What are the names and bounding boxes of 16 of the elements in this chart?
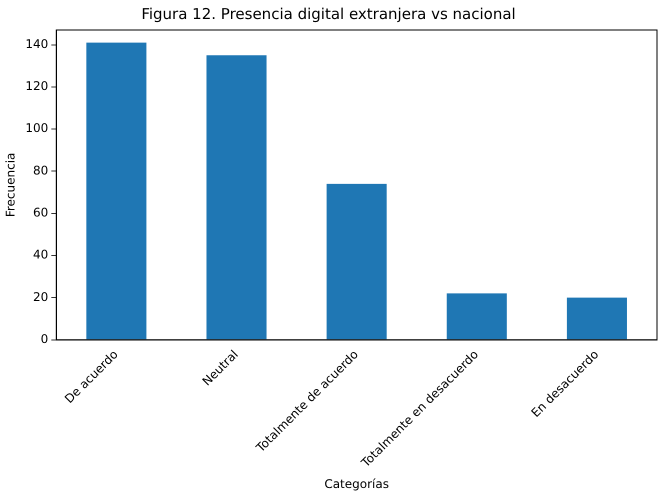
y-tick-label: 20 [33, 290, 48, 304]
bar [86, 42, 146, 340]
bar [566, 298, 627, 340]
bar [446, 293, 507, 340]
y-tick-label: 60 [33, 205, 48, 220]
y-tick-label: 80 [33, 163, 48, 178]
chart-title: Figura 12. Presencia digital extranjera vs nacional [141, 4, 516, 23]
bar [326, 184, 387, 340]
y-tick-label: 100 [25, 121, 48, 136]
x-axis-title: Categorías [324, 476, 389, 491]
y-tick-label: 120 [25, 79, 48, 94]
y-tick-label: 0 [40, 332, 48, 346]
bar [206, 55, 267, 340]
y-tick-label: 40 [33, 248, 48, 262]
y-tick-label: 140 [25, 36, 48, 51]
y-axis-title: Frecuencia [3, 152, 18, 218]
